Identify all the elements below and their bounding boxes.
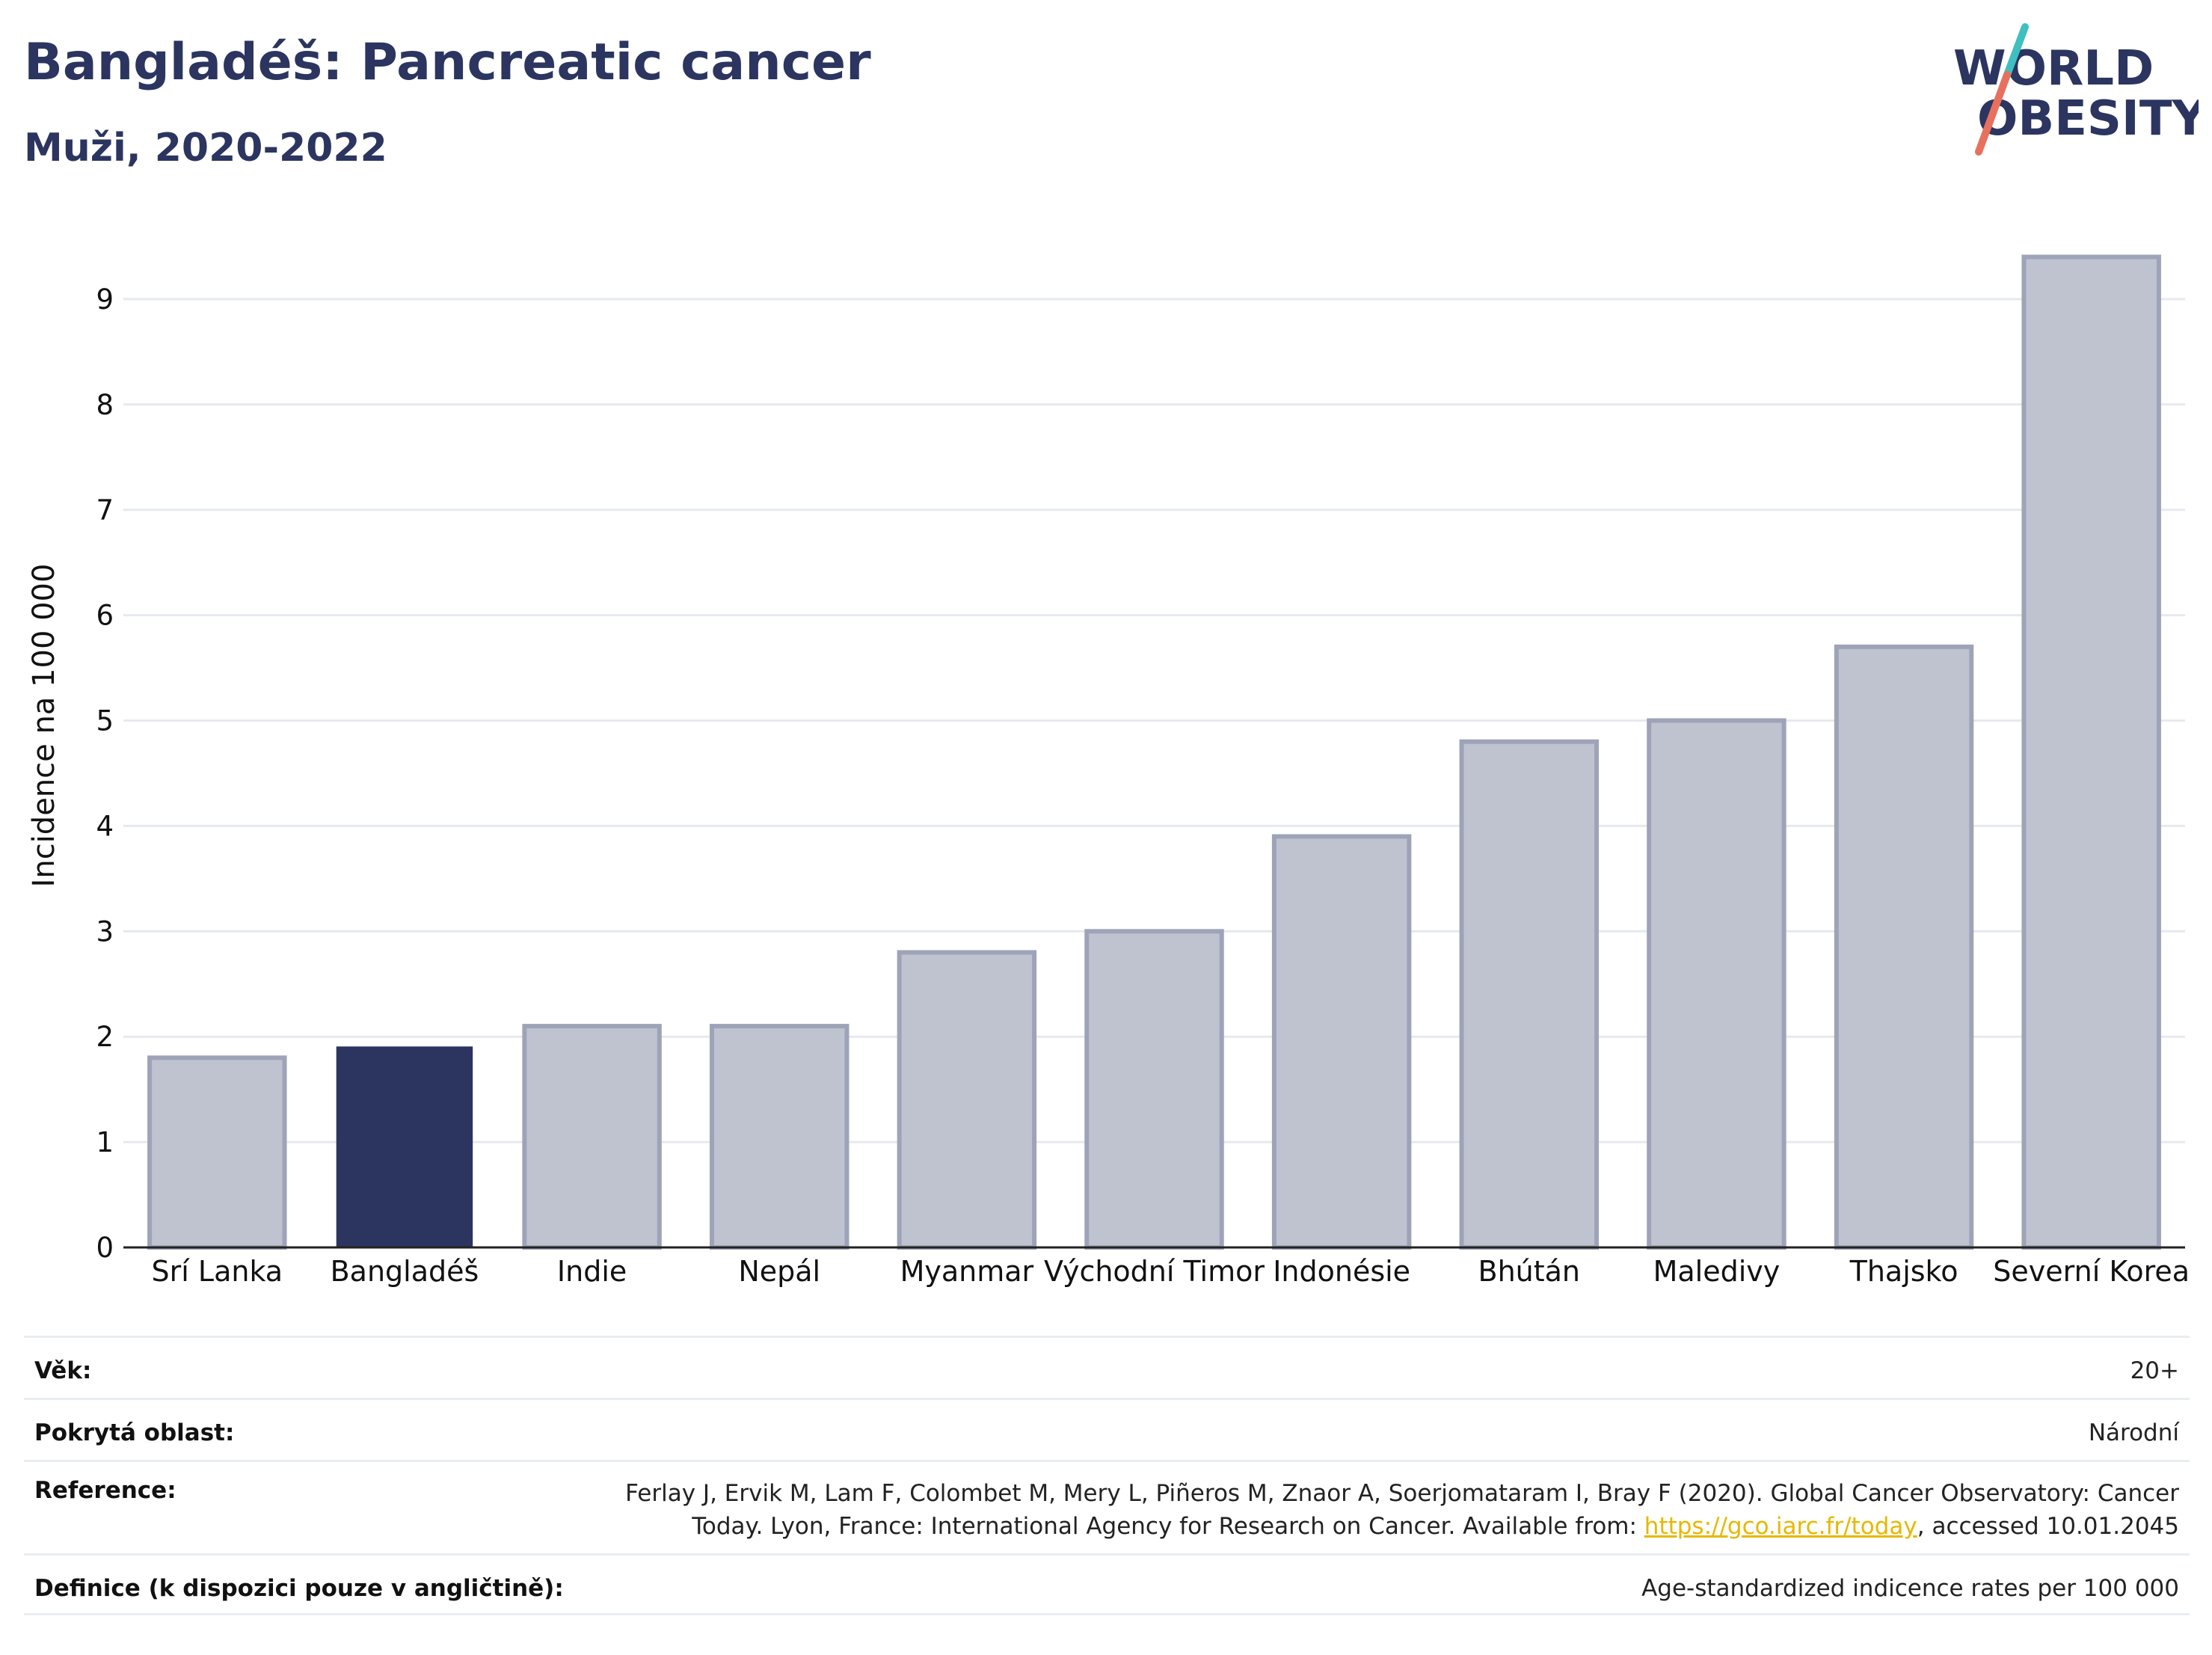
- y-tick-label: 3: [96, 915, 114, 948]
- area-value: Národní: [2088, 1419, 2179, 1446]
- y-tick-label: 2: [96, 1021, 114, 1053]
- page-subtitle: Muži, 2020-2022: [24, 126, 387, 171]
- info-row-definition: Definice (k dispozici pouze v angličtině…: [24, 1553, 2190, 1615]
- x-tick-label: Bangladéš: [331, 1255, 479, 1288]
- x-tick-label: Maledivy: [1653, 1255, 1781, 1288]
- bar-0[interactable]: [147, 1055, 287, 1250]
- axis-layer: 0 1 2 3 4 5 6 7 8 9 Srí Lanka Bangladéš Indie Nepál My…: [96, 283, 2190, 1288]
- x-tick-label: Srí Lanka: [152, 1255, 283, 1288]
- reference-link[interactable]: https://gco.iarc.fr/today: [1644, 1513, 1917, 1540]
- y-tick-label: 8: [96, 389, 114, 421]
- logo-slash-teal: [2003, 23, 2029, 79]
- y-axis-title: Incidence na 100 000: [27, 564, 61, 888]
- info-row-reference: Reference: Ferlay J, Ervik M, Lam F, Col…: [24, 1460, 2190, 1553]
- x-tick-label: Myanmar: [900, 1255, 1034, 1288]
- bar-6[interactable]: [1271, 834, 1412, 1250]
- bar-5[interactable]: [1084, 929, 1224, 1250]
- bar-4[interactable]: [897, 950, 1037, 1250]
- bar-7[interactable]: [1459, 739, 1600, 1250]
- world-obesity-logo: WORLD OBESITY: [1953, 23, 2199, 156]
- bar-chart: 0 1 2 3 4 5 6 7 8 9 Srí Lanka Bangladéš Indie Nepál My…: [27, 254, 2190, 1288]
- y-tick-label: 4: [96, 810, 114, 842]
- info-table: Věk: 20+ Pokrytá oblast: Národní Referen…: [24, 1336, 2190, 1615]
- age-value: 20+: [2130, 1357, 2179, 1384]
- reference-line-1: Ferlay J, Ervik M, Lam F, Colombet M, Me…: [625, 1480, 2179, 1507]
- x-tick-label: Východní Timor: [1044, 1255, 1265, 1288]
- x-tick-label: Thajsko: [1849, 1255, 1958, 1288]
- bar-3[interactable]: [709, 1024, 850, 1250]
- reference-line-2-prefix: Today. Lyon, France: International Agenc…: [692, 1513, 1644, 1540]
- logo-slash-coral: [1975, 71, 2011, 156]
- y-tick-label: 7: [96, 494, 114, 526]
- y-tick-label: 0: [96, 1232, 114, 1264]
- definition-label: Definice (k dispozici pouze v angličtině…: [34, 1575, 564, 1602]
- reference-label: Reference:: [34, 1477, 176, 1504]
- info-row-age: Věk: 20+: [24, 1336, 2190, 1398]
- bar-10[interactable]: [2021, 254, 2161, 1250]
- age-label: Věk:: [34, 1357, 92, 1384]
- page-title: Bangladéš: Pancreatic cancer: [24, 33, 871, 92]
- logo-line-1: WORLD: [1953, 41, 2154, 96]
- x-tick-label: Indonésie: [1273, 1255, 1410, 1288]
- reference-line-2: Today. Lyon, France: International Agenc…: [625, 1510, 2179, 1543]
- reference-value: Ferlay J, Ervik M, Lam F, Colombet M, Me…: [625, 1477, 2179, 1543]
- bars-layer: [147, 254, 2161, 1250]
- y-tick-label: 6: [96, 600, 114, 632]
- x-tick-label: Bhútán: [1478, 1255, 1581, 1288]
- info-row-area: Pokrytá oblast: Národní: [24, 1398, 2190, 1460]
- x-tick-label: Severní Korea: [1993, 1255, 2190, 1288]
- definition-value: Age-standardized indicence rates per 100…: [1641, 1575, 2179, 1602]
- bar-2[interactable]: [522, 1024, 662, 1250]
- x-tick-label: Nepál: [738, 1255, 820, 1288]
- area-label: Pokrytá oblast:: [34, 1419, 235, 1446]
- logo-line-2: OBESITY: [1977, 91, 2199, 147]
- y-tick-label: 1: [96, 1126, 114, 1158]
- bar-8[interactable]: [1647, 718, 1787, 1250]
- reference-line-2-suffix: , accessed 10.01.2045: [1917, 1513, 2179, 1540]
- bar-9[interactable]: [1834, 644, 1974, 1250]
- y-tick-label: 9: [96, 283, 114, 316]
- bar-1[interactable]: [336, 1046, 473, 1249]
- y-tick-label: 5: [96, 705, 114, 737]
- x-tick-label: Indie: [557, 1255, 627, 1288]
